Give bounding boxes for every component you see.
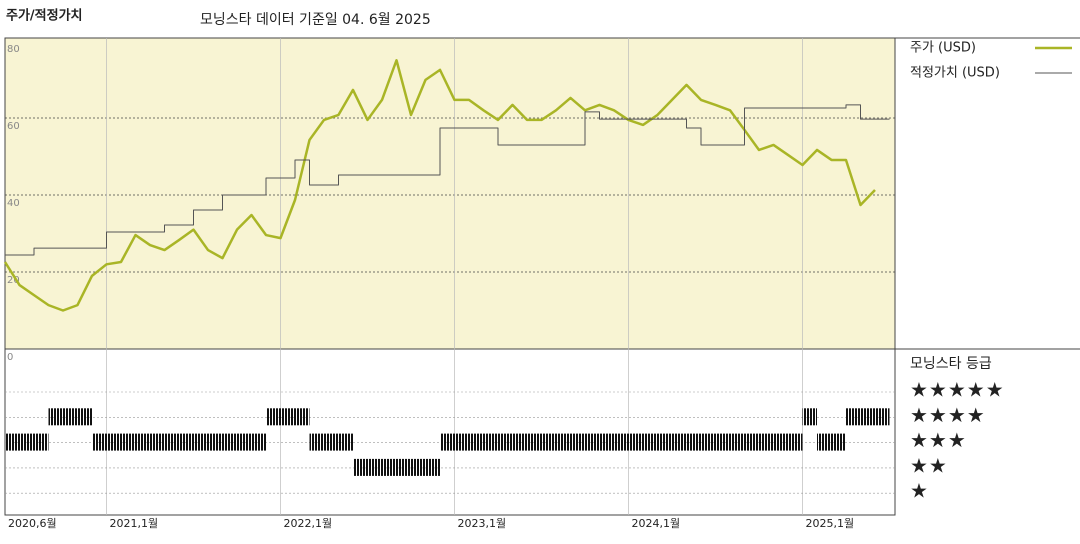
rating-bar (512, 433, 527, 451)
rating-legend: ★★★ (910, 428, 967, 452)
y-tick-label: 0 (7, 352, 13, 363)
legend-label: 주가 (USD) (910, 41, 976, 56)
x-tick-label: 2023,1월 (458, 517, 507, 530)
rating-bar (846, 408, 861, 426)
rating-legend: ★★ (910, 453, 948, 477)
y-tick-label: 60 (7, 121, 20, 132)
x-tick-label: 2024,1월 (632, 517, 681, 530)
rating-bar (759, 433, 774, 451)
rating-bar (92, 433, 107, 451)
plot-background (5, 38, 895, 349)
y-tick-label: 80 (7, 44, 20, 55)
y-tick-label: 40 (7, 198, 20, 209)
rating-bar (396, 458, 411, 476)
rating-bar (425, 458, 440, 476)
rating-bar (570, 433, 585, 451)
rating-bar (222, 433, 237, 451)
rating-bar (483, 433, 498, 451)
rating-bar (440, 433, 455, 451)
x-tick-label: 2022,1월 (284, 517, 333, 530)
rating-bar (208, 433, 223, 451)
rating-bar (730, 433, 745, 451)
rating-bar (599, 433, 614, 451)
rating-bar (715, 433, 730, 451)
rating-bar (875, 408, 890, 426)
rating-bar (295, 408, 310, 426)
rating-bar (788, 433, 803, 451)
rating-bar (48, 408, 63, 426)
rating-bar (817, 433, 832, 451)
rating-bar (179, 433, 194, 451)
rating-bar (382, 458, 397, 476)
series-line (3, 59, 876, 312)
rating-bar (193, 433, 208, 451)
rating-bar (251, 433, 266, 451)
rating-bar (802, 408, 817, 426)
rating-bar (498, 433, 513, 451)
rating-title: 모닝스타 등급 (910, 356, 992, 372)
rating-bar (77, 408, 92, 426)
rating-bar (237, 433, 252, 451)
rating-bar (614, 433, 629, 451)
rating-bar (831, 433, 846, 451)
rating-bar (63, 408, 78, 426)
chart-title: 주가/적정가치 (6, 8, 83, 24)
plot-border (4, 37, 896, 350)
rating-bar (135, 433, 150, 451)
rating-bar (469, 433, 484, 451)
x-tick-label: 2020,6월 (8, 517, 57, 530)
rating-bar (773, 433, 788, 451)
rating-bar (643, 433, 658, 451)
rating-bar (541, 433, 556, 451)
rating-bar (106, 433, 121, 451)
rating-legend: ★ (910, 479, 929, 503)
rating-bar (367, 458, 382, 476)
rating-bar (556, 433, 571, 451)
rating-bar (744, 433, 759, 451)
rating-bar (121, 433, 136, 451)
rating-bar (309, 433, 324, 451)
rating-bar (411, 458, 426, 476)
rating-bar (657, 433, 672, 451)
rating-legend: ★★★★★ (910, 378, 1005, 402)
chart-subtitle: 모닝스타 데이터 기준일 04. 6월 2025 (200, 12, 431, 28)
x-tick-label: 2021,1월 (110, 517, 159, 530)
rating-bar (266, 408, 281, 426)
legend-label: 적정가치 (USD) (910, 66, 1000, 81)
rating-bar (324, 433, 339, 451)
y-tick-label: 20 (7, 275, 20, 286)
rating-bar (5, 433, 20, 451)
rating-bar (150, 433, 165, 451)
rating-bar (19, 433, 34, 451)
rating-bar (686, 433, 701, 451)
rating-bar (164, 433, 179, 451)
rating-bar (628, 433, 643, 451)
rating-bar (860, 408, 875, 426)
rating-bar (280, 408, 295, 426)
rating-bar (527, 433, 542, 451)
rating-bar (454, 433, 469, 451)
rating-bar (585, 433, 600, 451)
rating-bar (672, 433, 687, 451)
x-tick-label: 2025,1월 (806, 517, 855, 530)
rating-legend: ★★★★ (910, 403, 986, 427)
rating-panel (4, 348, 896, 516)
rating-bar (34, 433, 49, 451)
rating-bar (353, 458, 368, 476)
rating-bar (701, 433, 716, 451)
series-line (5, 104, 890, 256)
rating-bar (338, 433, 353, 451)
